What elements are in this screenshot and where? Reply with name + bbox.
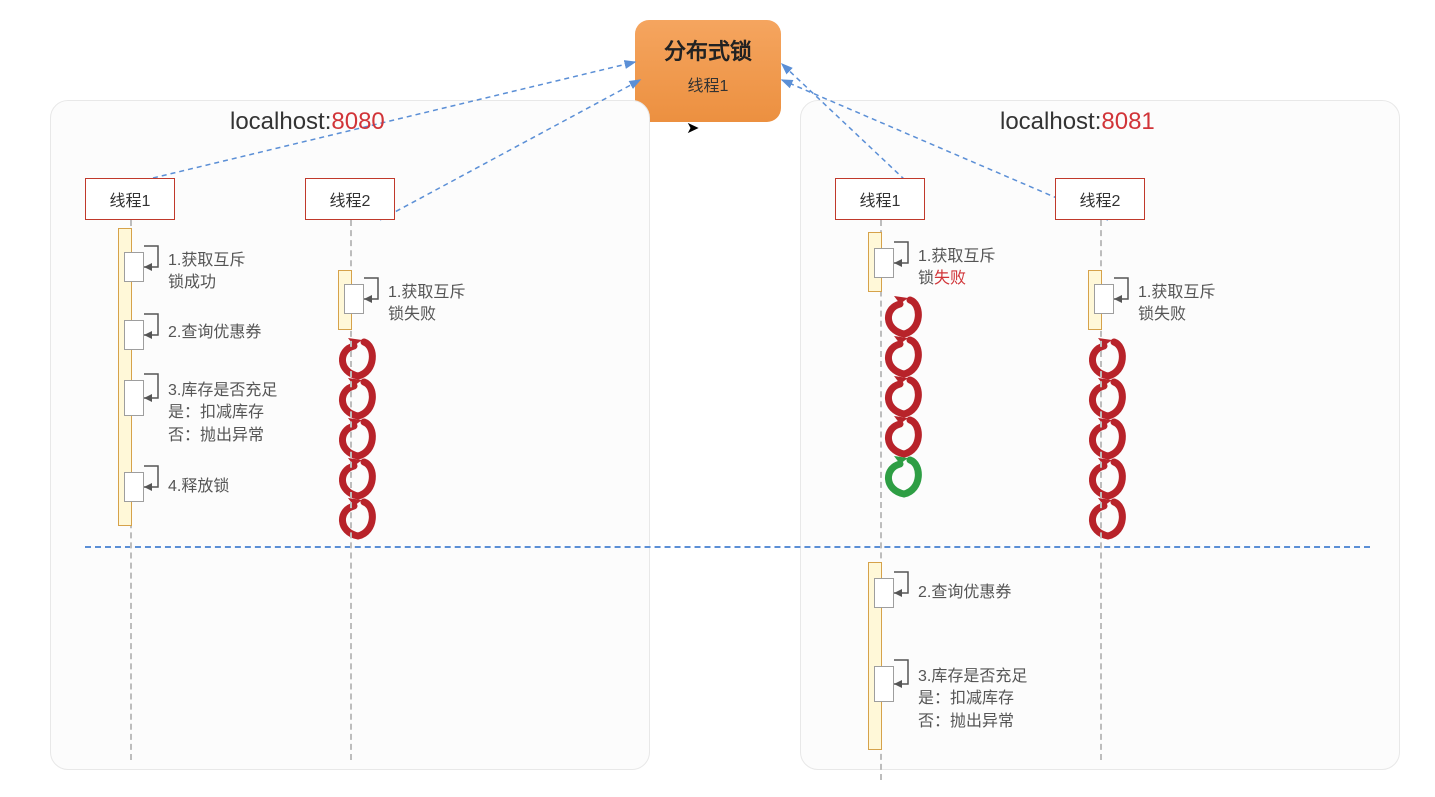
step-box xyxy=(1094,284,1114,314)
step-label: 4.释放锁 xyxy=(168,476,229,498)
step-label: 1.获取互斥锁失败 xyxy=(388,282,465,327)
step-box xyxy=(124,252,144,282)
step-label: 1.获取互斥锁失败 xyxy=(1138,282,1215,327)
panel-title-left: localhost:8080 xyxy=(230,108,385,136)
thread-box: 线程1 xyxy=(85,178,175,220)
step-box xyxy=(874,578,894,608)
step-label: 2.查询优惠券 xyxy=(918,582,1011,604)
thread-box: 线程2 xyxy=(305,178,395,220)
step-label: 1.获取互斥锁失败 xyxy=(918,246,995,291)
step-label: 3.库存是否充足是：扣减库存否：抛出异常 xyxy=(918,666,1027,733)
step-box xyxy=(124,320,144,350)
lock-title: 分布式锁 xyxy=(635,34,781,66)
step-box xyxy=(874,248,894,278)
distributed-lock-box: 分布式锁 线程1 xyxy=(635,20,781,122)
step-label: 3.库存是否充足是：扣减库存否：抛出异常 xyxy=(168,380,277,447)
thread-box: 线程2 xyxy=(1055,178,1145,220)
step-box xyxy=(124,472,144,502)
step-label: 1.获取互斥锁成功 xyxy=(168,250,245,295)
step-label: 2.查询优惠券 xyxy=(168,322,261,344)
step-box xyxy=(124,380,144,416)
cursor-icon: ➤ xyxy=(686,118,699,138)
thread-box: 线程1 xyxy=(835,178,925,220)
lock-subtitle: 线程1 xyxy=(635,72,781,96)
step-box xyxy=(344,284,364,314)
step-box xyxy=(874,666,894,702)
timeline-divider xyxy=(85,546,1370,548)
panel-title-right: localhost:8081 xyxy=(1000,108,1155,136)
